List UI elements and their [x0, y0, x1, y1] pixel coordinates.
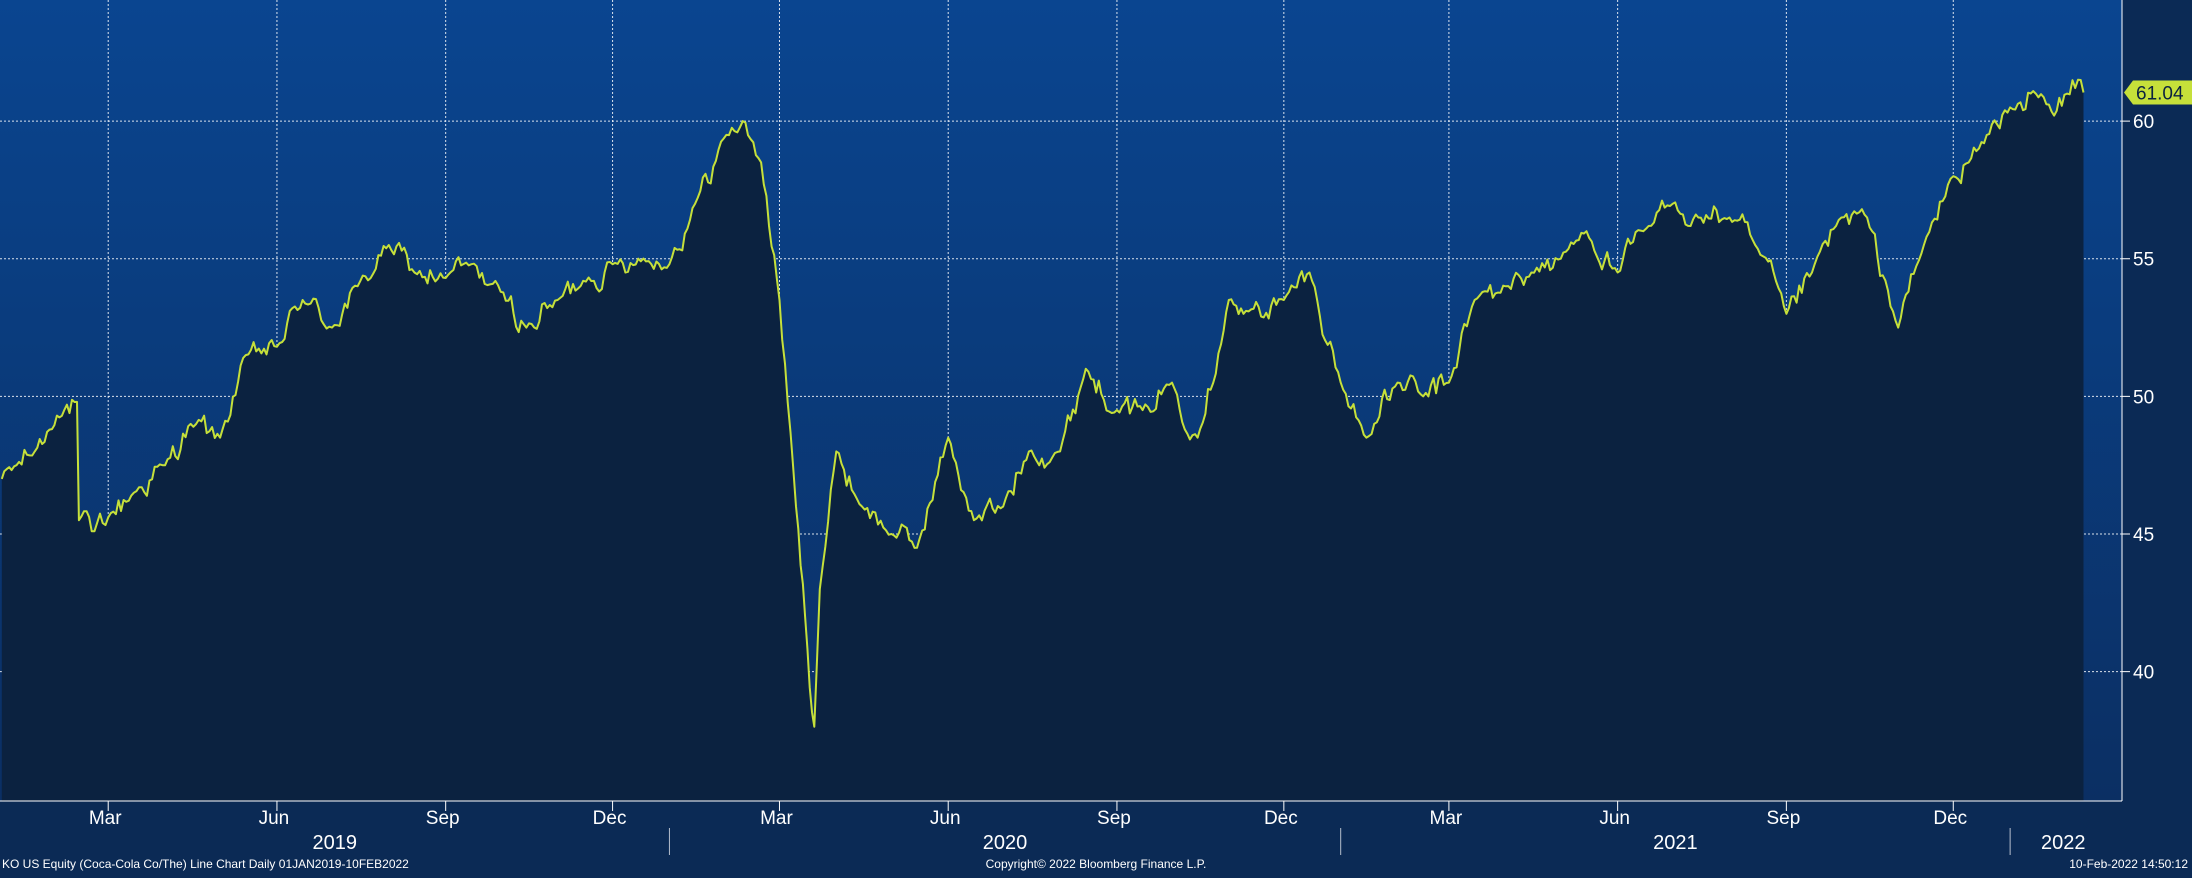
footer-copyright: Copyright© 2022 Bloomberg Finance L.P. — [985, 857, 1207, 871]
year-label: 2021 — [1653, 832, 1698, 854]
axes: 40 45 50 55 60 Mar Jun Sep Dec Mar Jun Sep Dec Mar Jun… — [0, 0, 2192, 855]
y-tick-label: 60 — [2133, 112, 2154, 133]
footer-title: KO US Equity (Coca-Cola Co/The) Line Cha… — [2, 857, 409, 871]
y-tick-label: 40 — [2133, 663, 2154, 684]
x-tick-label: Jun — [930, 808, 961, 829]
y-tick-label: 55 — [2133, 250, 2154, 271]
x-tick-label: Mar — [760, 808, 793, 829]
last-value-badge — [2124, 80, 2192, 105]
x-tick-label: Dec — [593, 808, 627, 829]
x-tick-label: Sep — [426, 808, 460, 829]
x-tick-label: Jun — [259, 808, 290, 829]
x-tick-label: Sep — [1766, 808, 1800, 829]
x-tick-label: Jun — [1599, 808, 1630, 829]
y-tick-label: 45 — [2133, 525, 2154, 546]
series-layer — [0, 78, 2085, 802]
x-tick-label: Mar — [89, 808, 122, 829]
year-label: 2019 — [312, 832, 357, 854]
last-value-label: 61.04 — [2136, 83, 2184, 104]
series-line — [0, 78, 2085, 728]
year-label: 2020 — [983, 832, 1028, 854]
footer-timestamp: 10-Feb-2022 14:50:12 — [2069, 857, 2188, 871]
x-tick-label: Sep — [1097, 808, 1131, 829]
series-area-fill — [1, 79, 2084, 802]
y-tick-label: 50 — [2133, 387, 2154, 408]
x-tick-label: Mar — [1430, 808, 1463, 829]
x-tick-label: Dec — [1264, 808, 1298, 829]
year-label: 2022 — [2041, 832, 2086, 854]
x-tick-label: Dec — [1933, 808, 1967, 829]
